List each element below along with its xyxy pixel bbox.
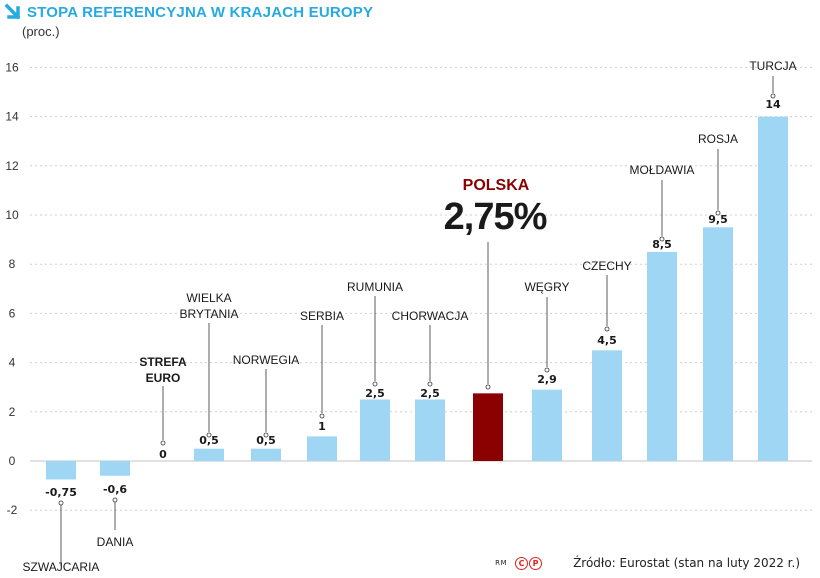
leader-dot (319, 413, 325, 419)
bar-norwegia (251, 448, 281, 461)
value-label: 4,5 (597, 334, 617, 347)
category-label: NORWEGIA (233, 353, 299, 367)
y-tick-label: 12 (5, 159, 19, 173)
leader-dot (427, 381, 433, 387)
category-label: DANIA (97, 535, 134, 549)
leader-dot (659, 236, 665, 242)
arrow-down-right-icon (4, 3, 21, 20)
source-note: Źródło: Eurostat (stan na luty 2022 r.) (573, 556, 800, 570)
value-label: 2,5 (420, 387, 440, 400)
bar-rosja (703, 227, 733, 461)
y-tick-label: 8 (9, 257, 16, 271)
cp-logo-c: C (515, 556, 529, 570)
footer: RM C P Źródło: Eurostat (stan na luty 20… (495, 556, 800, 570)
category-label: CHORWACJA (392, 309, 469, 323)
value-label: 8,5 (652, 238, 672, 251)
value-label: 0 (159, 448, 167, 461)
category-label: TURCJA (749, 59, 796, 73)
bar-serbia (307, 436, 337, 461)
y-tick-label: 6 (9, 306, 16, 320)
leader-dot (206, 432, 212, 438)
unit-label: (proc.) (22, 24, 60, 39)
bar-turcja (758, 116, 788, 461)
value-label: 2,9 (537, 373, 557, 386)
value-label: 0,5 (256, 434, 276, 447)
category-label: WIELKA BRYTANIA (180, 291, 239, 321)
category-label: MOŁDAWIA (630, 163, 695, 177)
value-label: -0,6 (103, 483, 127, 496)
bar-węgry (532, 389, 562, 461)
category-label: SZWAJCARIA (23, 560, 100, 574)
leader-dot (770, 93, 776, 99)
cp-logo-p: P (529, 556, 543, 570)
category-label: STREFA EURO (139, 355, 187, 385)
value-label: 2,5 (365, 387, 385, 400)
bar-wielka-brytania (194, 448, 224, 461)
leader-dot (544, 367, 550, 373)
y-tick-label: 10 (5, 208, 19, 222)
bar-mołdawia (647, 251, 677, 461)
chart-title-text: STOPA REFERENCYJNA W KRAJACH EUROPY (27, 3, 374, 21)
leader-dot (160, 440, 166, 446)
leader-dot (58, 500, 64, 506)
leader-dot (372, 381, 378, 387)
value-label: 9,5 (708, 213, 728, 226)
category-label: WĘGRY (524, 280, 569, 294)
y-tick-label: 14 (5, 110, 19, 124)
leader-dot (112, 497, 118, 503)
bar-czechy (592, 350, 622, 461)
y-tick-label: -2 (7, 503, 18, 517)
category-label: POLSKA (463, 177, 530, 194)
category-label: CZECHY (582, 259, 631, 273)
bar-polska (473, 393, 503, 461)
bar-dania (100, 461, 130, 476)
category-label: ROSJA (698, 132, 738, 146)
category-label: SERBIA (300, 309, 344, 323)
category-label: RUMUNIA (347, 280, 403, 294)
y-tick-label: 2 (9, 405, 16, 419)
chart-title: STOPA REFERENCYJNA W KRAJACH EUROPY (4, 3, 373, 21)
bar-szwajcaria (46, 461, 76, 480)
y-tick-label: 0 (9, 454, 16, 468)
bar-rumunia (360, 399, 390, 461)
y-tick-label: 4 (9, 356, 16, 370)
value-label: 2,75% (444, 196, 547, 238)
value-label: 14 (765, 98, 781, 111)
value-label: 0,5 (199, 434, 219, 447)
value-label: 1 (318, 420, 326, 433)
rm-logo-text: RM (495, 559, 508, 567)
leader-dot (485, 384, 491, 390)
cp-logo: C P (515, 556, 543, 570)
value-label: -0,75 (45, 486, 77, 499)
leader-dot (604, 326, 610, 332)
y-tick-label: 16 (5, 60, 19, 74)
leader-dot (263, 432, 269, 438)
leader-dot (715, 210, 721, 216)
bar-chorwacja (415, 399, 445, 461)
